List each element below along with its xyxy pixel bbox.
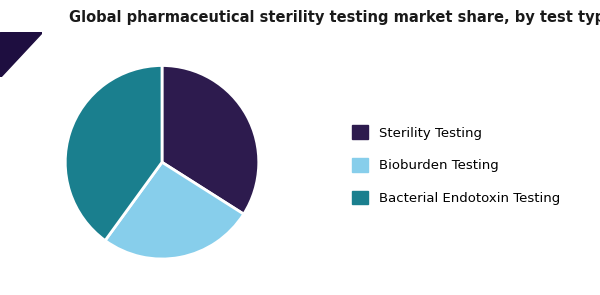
Wedge shape — [105, 162, 244, 259]
Wedge shape — [162, 65, 259, 214]
Text: Global pharmaceutical sterility testing market share, by test type, 2017 (%): Global pharmaceutical sterility testing … — [69, 10, 600, 25]
Wedge shape — [65, 65, 162, 240]
Legend: Sterility Testing, Bioburden Testing, Bacterial Endotoxin Testing: Sterility Testing, Bioburden Testing, Ba… — [352, 125, 560, 205]
Polygon shape — [0, 32, 42, 77]
